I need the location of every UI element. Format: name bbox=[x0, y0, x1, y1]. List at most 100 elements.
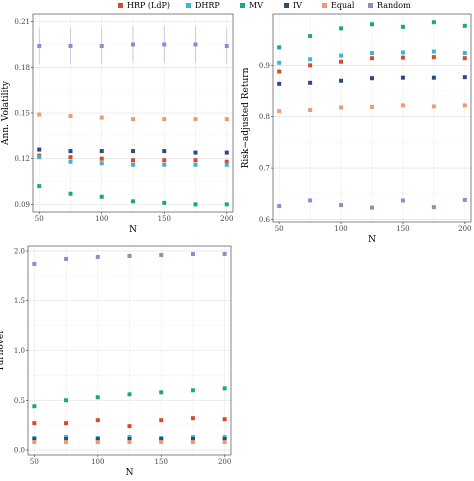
point-iv bbox=[193, 150, 198, 155]
point-iv bbox=[32, 437, 37, 442]
x-tick-label: 150 bbox=[396, 225, 409, 233]
y-tick-label: 0.9 bbox=[259, 62, 270, 70]
legend-swatch-hrp bbox=[118, 2, 123, 8]
point-hrp-ldp bbox=[431, 55, 436, 60]
x-axis-label: N bbox=[126, 468, 134, 478]
point-iv bbox=[431, 75, 436, 80]
point-mv bbox=[277, 45, 282, 50]
point-iv bbox=[190, 437, 195, 442]
point-equal bbox=[95, 440, 100, 445]
point-equal bbox=[193, 117, 198, 122]
point-iv bbox=[127, 437, 132, 442]
point-iv bbox=[162, 149, 167, 154]
point-iv bbox=[64, 437, 69, 442]
point-hrp-ldp bbox=[277, 69, 282, 74]
y-tick-label: 0.18 bbox=[14, 64, 30, 72]
x-tick-label: 100 bbox=[95, 215, 108, 223]
point-hrp-ldp bbox=[32, 421, 37, 426]
point-iv bbox=[277, 81, 282, 86]
point-mv bbox=[222, 386, 227, 391]
point-equal bbox=[127, 440, 132, 445]
x-tick-label: 200 bbox=[220, 215, 233, 223]
point-equal bbox=[32, 440, 37, 445]
point-hrp-ldp bbox=[193, 158, 198, 163]
point-mv bbox=[37, 184, 42, 189]
legend-item-hrp: HRP (LdP) bbox=[118, 0, 170, 10]
x-tick-label: 50 bbox=[30, 458, 39, 466]
y-tick-label: 0.15 bbox=[14, 110, 30, 118]
point-dhrp bbox=[370, 51, 374, 56]
point-equal bbox=[190, 440, 195, 445]
point-equal bbox=[431, 104, 436, 109]
point-iv bbox=[462, 75, 467, 80]
point-equal bbox=[37, 112, 42, 117]
x-tick-label: 200 bbox=[458, 225, 471, 233]
y-tick-label: 0.6 bbox=[259, 216, 271, 224]
point-equal bbox=[222, 440, 227, 445]
point-dhrp bbox=[162, 162, 167, 167]
legend-label-random: Random bbox=[377, 0, 411, 10]
point-mv bbox=[339, 26, 344, 31]
point-hrp-ldp bbox=[339, 59, 344, 64]
point-equal bbox=[131, 117, 135, 122]
legend-item-mv: MV bbox=[240, 0, 263, 10]
point-mv bbox=[99, 194, 104, 199]
y-tick-label: 1.5 bbox=[14, 297, 25, 305]
point-iv bbox=[37, 147, 42, 152]
point-iv bbox=[308, 80, 313, 85]
x-tick-label: 200 bbox=[218, 458, 231, 466]
point-mv bbox=[68, 191, 73, 196]
point-random bbox=[159, 252, 164, 257]
legend-item-iv: IV bbox=[284, 0, 302, 10]
point-random bbox=[95, 254, 100, 259]
point-random bbox=[131, 42, 135, 47]
point-random bbox=[462, 197, 467, 202]
point-random bbox=[193, 42, 198, 47]
point-random bbox=[224, 43, 229, 48]
point-hrp-ldp bbox=[308, 63, 313, 68]
point-random bbox=[64, 256, 69, 261]
point-iv bbox=[339, 78, 344, 83]
point-mv bbox=[162, 200, 167, 205]
x-tick-label: 100 bbox=[91, 458, 104, 466]
y-tick-label: 2.0 bbox=[14, 247, 25, 255]
point-random bbox=[190, 251, 195, 256]
point-mv bbox=[131, 199, 135, 204]
legend-item-equal: Equal bbox=[322, 0, 354, 10]
point-hrp-ldp bbox=[95, 418, 100, 423]
legend-label-equal: Equal bbox=[331, 0, 355, 10]
y-tick-label: 0.0 bbox=[14, 447, 25, 455]
point-hrp-ldp bbox=[159, 418, 164, 423]
legend-label-iv: IV bbox=[293, 0, 302, 10]
y-axis-label-risk-adjusted-return: Risk−adjusted Return bbox=[241, 67, 251, 168]
point-hrp-ldp bbox=[370, 56, 374, 61]
point-iv bbox=[224, 150, 229, 155]
point-mv bbox=[400, 24, 405, 29]
legend-swatch-mv bbox=[240, 2, 245, 8]
legend-label-mv: MV bbox=[249, 0, 263, 10]
point-iv bbox=[370, 76, 374, 81]
point-equal bbox=[162, 117, 167, 122]
point-mv bbox=[370, 22, 374, 27]
point-random bbox=[400, 198, 405, 203]
point-dhrp bbox=[37, 155, 42, 160]
legend-swatch-iv bbox=[284, 2, 289, 8]
point-dhrp bbox=[99, 161, 104, 166]
legend-item-dhrp: DHRP bbox=[186, 0, 220, 10]
point-random bbox=[37, 43, 42, 48]
point-mv bbox=[193, 202, 198, 207]
point-dhrp bbox=[431, 49, 436, 54]
point-random bbox=[277, 204, 282, 209]
point-dhrp bbox=[224, 162, 229, 167]
point-hrp-ldp bbox=[99, 156, 104, 161]
point-random bbox=[339, 203, 344, 208]
point-equal bbox=[68, 114, 73, 119]
point-hrp-ldp bbox=[64, 421, 69, 426]
point-dhrp bbox=[339, 53, 344, 58]
point-hrp-ldp bbox=[162, 158, 167, 163]
point-mv bbox=[308, 34, 313, 39]
point-mv bbox=[224, 202, 229, 207]
point-equal bbox=[159, 440, 164, 445]
point-hrp-ldp bbox=[127, 424, 132, 429]
